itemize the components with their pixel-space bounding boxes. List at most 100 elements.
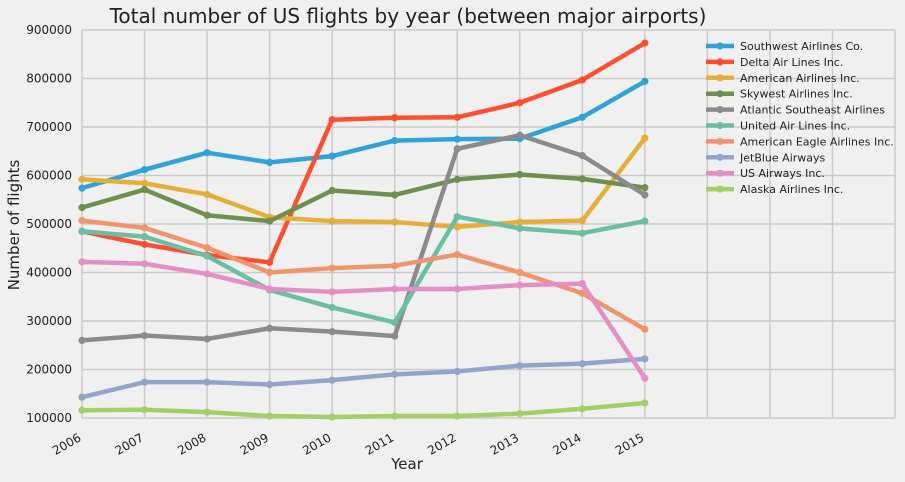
data-point	[516, 268, 524, 277]
legend-swatch-marker	[716, 74, 724, 82]
legend-label: Southwest Airlines Co.	[740, 40, 863, 53]
data-point	[516, 170, 524, 179]
x-tick-label: 2006	[50, 430, 83, 457]
data-point	[266, 412, 274, 420]
data-point	[391, 136, 399, 145]
data-point	[203, 378, 211, 386]
data-point	[328, 413, 336, 421]
series-8	[78, 355, 649, 401]
data-point	[140, 378, 149, 386]
data-point	[578, 360, 586, 368]
data-point	[391, 318, 399, 327]
legend-swatch-marker	[716, 58, 724, 66]
legend-item: US Airways Inc.	[706, 167, 825, 180]
data-point	[266, 258, 274, 266]
y-tick-label: 400000	[26, 266, 72, 280]
data-point	[140, 185, 149, 194]
legend-swatch-marker	[716, 121, 724, 130]
x-axis-label: Year	[390, 455, 424, 473]
data-point	[140, 233, 149, 241]
y-tick-label: 600000	[26, 169, 72, 183]
data-point	[140, 224, 149, 232]
series-4	[78, 170, 649, 225]
data-point	[641, 217, 649, 225]
data-point	[641, 191, 649, 199]
data-point	[328, 186, 336, 195]
legend-item: Southwest Airlines Co.	[706, 40, 863, 53]
legend-swatch-marker	[716, 153, 724, 161]
series-5	[78, 131, 649, 344]
data-point	[203, 190, 211, 199]
data-point	[328, 376, 336, 384]
data-point	[266, 268, 274, 277]
x-tick-label: 2008	[175, 430, 208, 457]
series-line	[79, 40, 648, 265]
legend-label: US Airways Inc.	[740, 167, 825, 180]
data-point	[203, 335, 211, 343]
legend-label: American Airlines Inc.	[740, 72, 860, 85]
data-point	[578, 405, 586, 413]
data-point	[78, 258, 86, 266]
data-point	[578, 229, 586, 237]
data-point	[266, 285, 274, 293]
legend-swatch-marker	[716, 169, 724, 177]
data-point	[78, 203, 86, 212]
data-point	[641, 184, 649, 192]
x-tick-label: 2010	[300, 430, 333, 457]
data-point	[453, 135, 461, 143]
data-point	[328, 328, 336, 336]
x-tick-label: 2007	[113, 430, 146, 457]
data-point	[78, 175, 86, 183]
data-point	[140, 406, 149, 414]
legend-swatch-marker	[716, 90, 724, 98]
legend-label: Skywest Airlines Inc.	[740, 88, 853, 101]
data-point	[328, 303, 336, 312]
series-3	[78, 134, 649, 231]
legend-label: United Air Lines Inc.	[740, 120, 850, 133]
data-point	[391, 262, 399, 270]
legend: Southwest Airlines Co. Delta Air Lines In…	[706, 40, 894, 196]
legend-swatch-marker	[716, 185, 724, 193]
legend-item: United Air Lines Inc.	[706, 120, 850, 133]
data-point	[78, 227, 86, 235]
x-tick-label: 2015	[613, 430, 646, 457]
data-point	[641, 325, 649, 333]
data-point	[266, 158, 274, 167]
series-9	[78, 258, 649, 382]
series-group	[78, 39, 649, 421]
data-point	[516, 99, 524, 107]
data-point	[391, 412, 399, 420]
series-10	[78, 399, 649, 421]
data-point	[328, 116, 336, 124]
data-point	[203, 149, 211, 157]
data-point	[578, 280, 586, 288]
legend-swatch-marker	[716, 137, 724, 145]
data-point	[203, 270, 211, 278]
data-point	[578, 113, 586, 121]
data-point	[78, 406, 86, 414]
legend-label: American Eagle Airlines Inc.	[740, 135, 894, 148]
data-point	[453, 113, 461, 121]
y-tick-label: 500000	[26, 217, 72, 231]
chart-title: Total number of US flights by year (betw…	[109, 4, 707, 28]
y-tick-label: 300000	[26, 314, 72, 328]
data-point	[453, 175, 461, 183]
y-tick-label: 900000	[26, 23, 72, 37]
legend-label: JetBlue Airways	[739, 151, 826, 164]
data-point	[516, 131, 524, 139]
legend-label: Delta Air Lines Inc.	[740, 56, 843, 69]
data-point	[140, 179, 149, 187]
x-tick-label: 2011	[363, 430, 396, 457]
data-point	[641, 39, 649, 47]
data-point	[328, 288, 336, 296]
data-point	[391, 370, 399, 378]
data-point	[328, 152, 336, 160]
data-point	[140, 166, 149, 174]
data-point	[516, 281, 524, 289]
y-axis-label: Number of flights	[5, 160, 23, 291]
data-point	[453, 223, 461, 231]
x-tick-label: 2009	[238, 430, 271, 457]
data-point	[641, 399, 649, 407]
data-point	[203, 244, 211, 252]
